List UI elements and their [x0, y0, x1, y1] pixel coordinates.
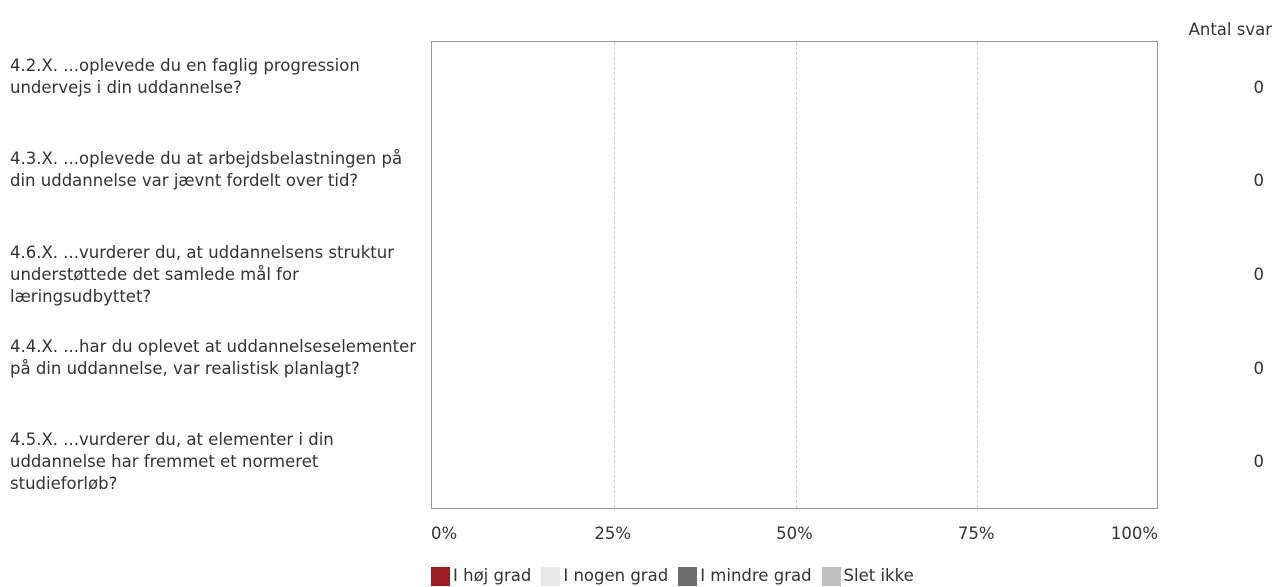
gridline [795, 42, 797, 508]
gridline [977, 42, 979, 508]
legend-item: I nogen grad [541, 565, 668, 587]
gridline [613, 42, 615, 508]
legend-swatch [431, 566, 450, 586]
count-header: Antal svar [1188, 20, 1272, 39]
legend-label: I nogen grad [563, 566, 669, 585]
legend-label: I høj grad [453, 566, 532, 585]
x-tick-label: 0% [431, 524, 458, 543]
question-label: 4.6.X. ...vurderer du, at uddannelsens s… [10, 243, 394, 306]
legend: I høj grad I nogen grad I mindre grad Slet … [431, 565, 924, 587]
question-label: 4.5.X. ...vurderer du, at elementer i di… [10, 430, 334, 494]
legend-label: I mindre grad [700, 566, 812, 585]
question-label: 4.4.X. ...har du oplevet at uddannelsese… [10, 336, 417, 378]
legend-swatch [678, 566, 698, 586]
legend-swatch [821, 566, 841, 586]
x-tick-label: 100% [1110, 524, 1158, 543]
response-count: 0 [1253, 265, 1265, 284]
response-count: 0 [1253, 452, 1265, 472]
legend-item: I høj grad [431, 565, 531, 587]
question-label: 4.2.X. ...oplevede du en faglig progress… [10, 55, 360, 97]
x-tick-label: 75% [957, 524, 995, 543]
response-count: 0 [1253, 171, 1265, 191]
legend-swatch [541, 566, 561, 586]
x-tick-label: 50% [776, 524, 813, 543]
response-count: 0 [1253, 77, 1265, 97]
response-count: 0 [1253, 358, 1265, 378]
x-tick-label: 25% [594, 524, 632, 543]
legend-item: Slet ikke [821, 565, 914, 587]
plot-area [431, 41, 1158, 509]
legend-label: Slet ikke [843, 566, 914, 585]
legend-item: I mindre grad [678, 565, 812, 587]
question-label: 4.3.X. ...oplevede du at arbejdsbelastni… [10, 149, 403, 191]
